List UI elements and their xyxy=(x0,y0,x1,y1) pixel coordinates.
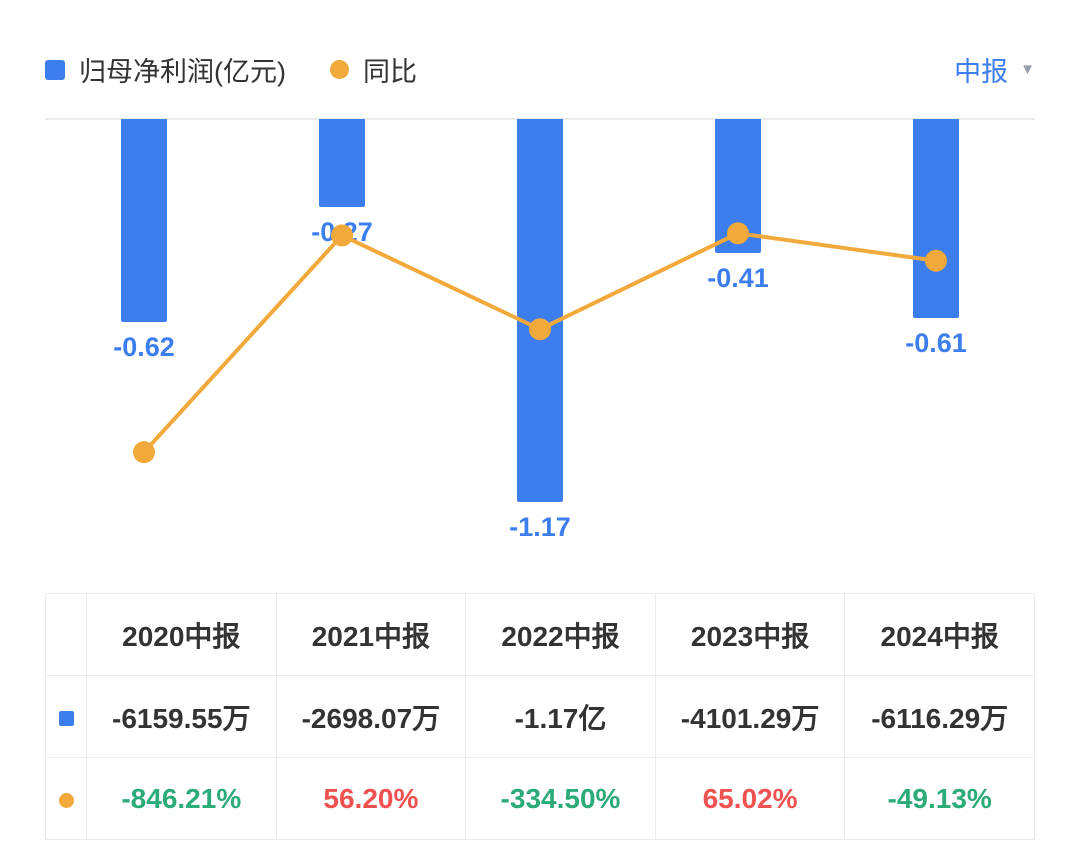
yoy-point-2023中报[interactable] xyxy=(727,222,749,245)
bar-value-label: -0.61 xyxy=(905,328,967,359)
table-header-row: 2020中报 2021中报 2022中报 2023中报 2024中报 xyxy=(45,593,1035,676)
table-cell: -334.50% xyxy=(465,757,656,840)
yoy-point-2021中报[interactable] xyxy=(331,224,353,247)
data-table-wrap: 2020中报 2021中报 2022中报 2023中报 2024中报 -6159.55万… xyxy=(45,593,1035,840)
table-cell: -846.21% xyxy=(86,757,277,840)
column-header: 2020中报 xyxy=(86,593,277,676)
bar-value-label: -1.17 xyxy=(509,512,571,543)
chevron-down-icon: ▼ xyxy=(1020,61,1035,78)
chart-area: -0.62-0.27-1.17-0.41-0.61 xyxy=(45,118,1035,578)
table-cell: 56.20% xyxy=(275,757,467,840)
table-row: -846.21% 56.20% -334.50% 65.02% -49.13% xyxy=(45,757,1035,840)
bar-series-swatch-icon xyxy=(45,59,65,80)
bar-value-label: -0.62 xyxy=(113,331,175,362)
table-cell: -6159.55万 xyxy=(86,675,277,758)
yoy-line xyxy=(142,231,937,454)
table-head: 2020中报 2021中报 2022中报 2023中报 2024中报 xyxy=(45,593,1035,676)
bar-2021中报[interactable] xyxy=(319,119,365,207)
data-table: 2020中报 2021中报 2022中报 2023中报 2024中报 -6159.55万… xyxy=(45,593,1035,840)
table-cell: -49.13% xyxy=(844,757,1035,840)
table-cell: -6116.29万 xyxy=(844,675,1035,758)
bar-2024中报[interactable] xyxy=(913,119,959,319)
bar-2020中报[interactable] xyxy=(121,119,167,322)
line-series-icon xyxy=(58,792,74,808)
table-cell: -2698.07万 xyxy=(275,675,467,758)
table-body: -6159.55万 -2698.07万 -1.17亿 -4101.29万 -6116.2… xyxy=(45,675,1035,840)
legend-label-net-profit: 归母净利润(亿元) xyxy=(79,57,286,87)
legend-row: 归母净利润(亿元) 同比 中报 ▼ xyxy=(45,50,1035,89)
legend-label-yoy: 同比 xyxy=(362,57,417,87)
series-icon-cell xyxy=(45,675,87,758)
legend-item-yoy[interactable]: 同比 xyxy=(329,50,417,89)
legend-item-net-profit[interactable]: 归母净利润(亿元) xyxy=(45,50,286,89)
period-selector-label: 中报 xyxy=(954,57,1009,87)
column-header: 2022中报 xyxy=(465,593,656,676)
table-cell: 65.02% xyxy=(654,757,846,840)
table-cell: -4101.29万 xyxy=(654,675,846,758)
column-header: 2021中报 xyxy=(275,593,467,676)
yoy-point-2022中报[interactable] xyxy=(529,318,551,341)
bar-value-label: -0.41 xyxy=(707,262,769,293)
yoy-line-layer xyxy=(133,222,947,464)
yoy-point-2024中报[interactable] xyxy=(925,249,947,272)
table-cell: -1.17亿 xyxy=(465,675,656,758)
column-header: 2024中报 xyxy=(844,593,1035,676)
bar-series-icon xyxy=(58,710,74,726)
bar-2022中报[interactable] xyxy=(517,119,563,503)
yoy-point-2020中报[interactable] xyxy=(133,441,155,464)
series-icon-cell xyxy=(45,757,87,840)
line-series-swatch-icon xyxy=(329,60,349,79)
table-row: -6159.55万 -2698.07万 -1.17亿 -4101.29万 -6116.2… xyxy=(45,675,1035,758)
period-selector[interactable]: 中报 ▼ xyxy=(954,50,1035,89)
icon-column-header xyxy=(45,593,87,676)
column-header: 2023中报 xyxy=(654,593,846,676)
